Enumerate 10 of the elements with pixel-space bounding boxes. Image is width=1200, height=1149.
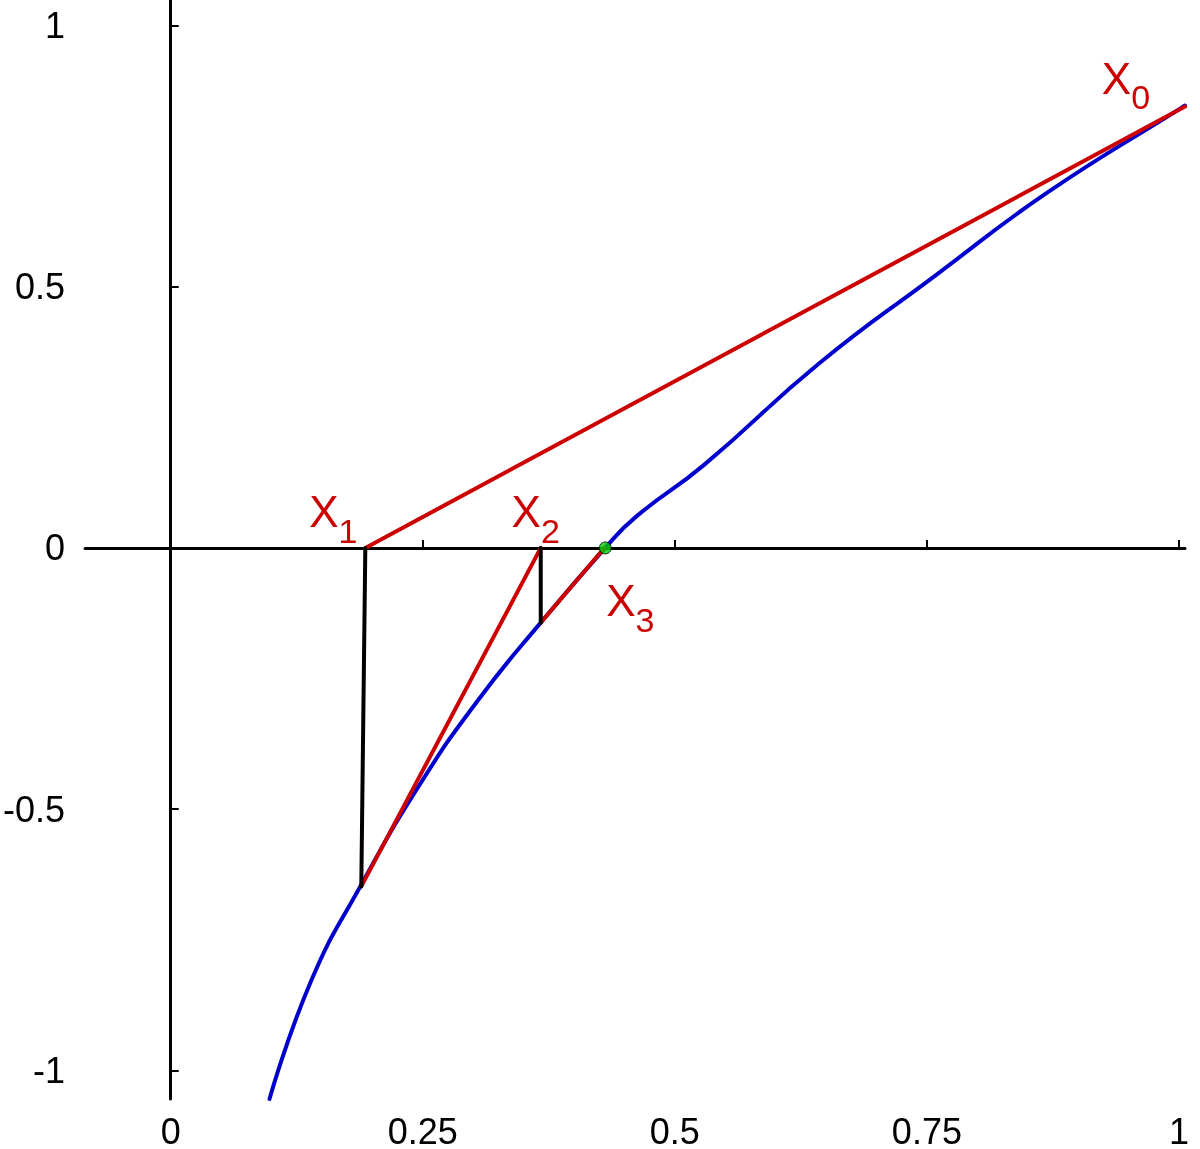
y-tick-label: -0.5	[2, 788, 66, 830]
x-tick-label: 0.25	[387, 1110, 458, 1149]
x-tick-label: 0.5	[649, 1110, 700, 1149]
x-tick-label: 0.75	[891, 1110, 962, 1149]
y-tick-label: 0.5	[14, 266, 66, 308]
y-tick-label: -1	[33, 1049, 66, 1091]
y-tick-label: 1	[45, 5, 66, 47]
x-tick-label: 1	[1168, 1110, 1189, 1149]
x-tick-label: 0	[160, 1110, 181, 1149]
y-tick-label: 0	[45, 527, 66, 569]
